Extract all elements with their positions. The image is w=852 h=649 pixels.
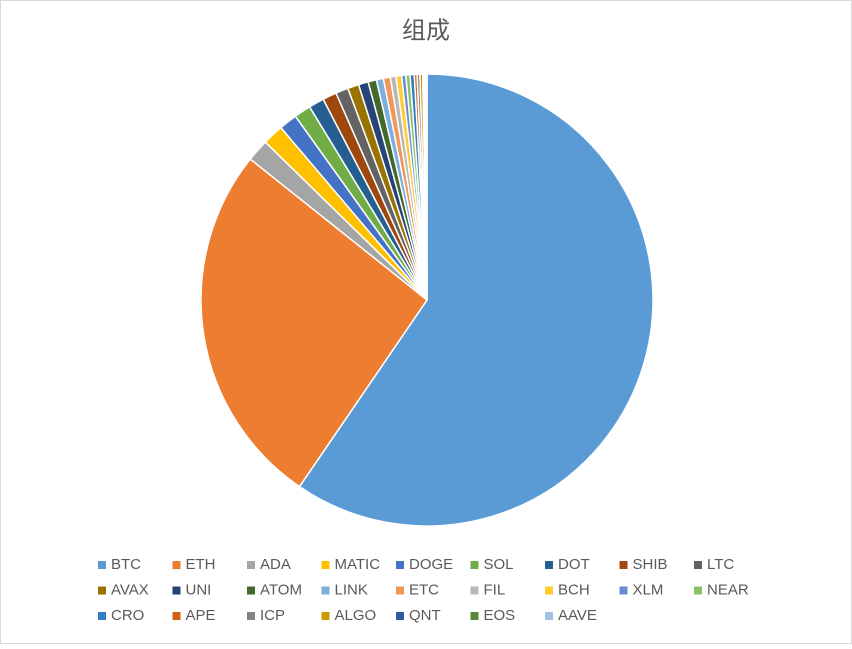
legend-swatch [321,561,330,569]
legend-label: SOL [484,556,514,573]
legend-swatch [470,586,479,595]
legend-swatch [694,586,702,595]
legend-label: NEAR [707,581,749,598]
legend-label: FIL [484,581,506,598]
legend-label: ADA [260,556,291,573]
legend-swatch [470,612,479,620]
legend-label: APE [186,607,216,624]
legend-swatch [694,561,702,569]
legend-label: SHIB [633,556,668,573]
legend-label: EOS [484,607,516,624]
legend-label: XLM [633,581,664,598]
legend-swatch [619,586,628,595]
legend-label: ATOM [260,581,302,598]
legend-label: QNT [409,607,441,624]
legend-swatch [470,561,479,569]
legend-label: LTC [707,556,734,573]
legend-label: DOGE [409,556,453,573]
legend-swatch [172,612,181,620]
legend-label: ETH [186,556,216,573]
legend-swatch [98,561,106,569]
legend-label: UNI [186,581,212,598]
legend-swatch [396,561,404,569]
legend-swatch [321,586,330,595]
legend-swatch [321,612,330,620]
legend-swatch [247,586,255,595]
legend-label: ALGO [335,607,377,624]
pie-slice [424,73,428,301]
legend-swatch [619,561,628,569]
legend-swatch [545,561,553,569]
legend-label: AVAX [111,581,149,598]
legend-label: ETC [409,581,439,598]
pie-slice [200,158,429,488]
legend-label: BCH [558,581,590,598]
legend-label: LINK [335,581,368,598]
legend-swatch [545,586,553,595]
legend-swatch [396,586,404,595]
legend-label: CRO [111,607,144,624]
legend-swatch [396,612,404,620]
legend-swatch [247,612,255,620]
legend-label: BTC [111,556,141,573]
legend-swatch [172,586,181,595]
legend-swatch [545,612,553,620]
legend-swatch [98,612,106,620]
legend-swatch [98,586,106,595]
pie-slice [298,73,654,527]
legend-swatch [172,561,181,569]
legend-label: ICP [260,607,285,624]
legend-swatch [247,561,255,569]
legend-label: AAVE [558,607,597,624]
legend-label: DOT [558,556,590,573]
legend-label: MATIC [335,556,381,573]
chart-title: 组成 [402,17,450,44]
